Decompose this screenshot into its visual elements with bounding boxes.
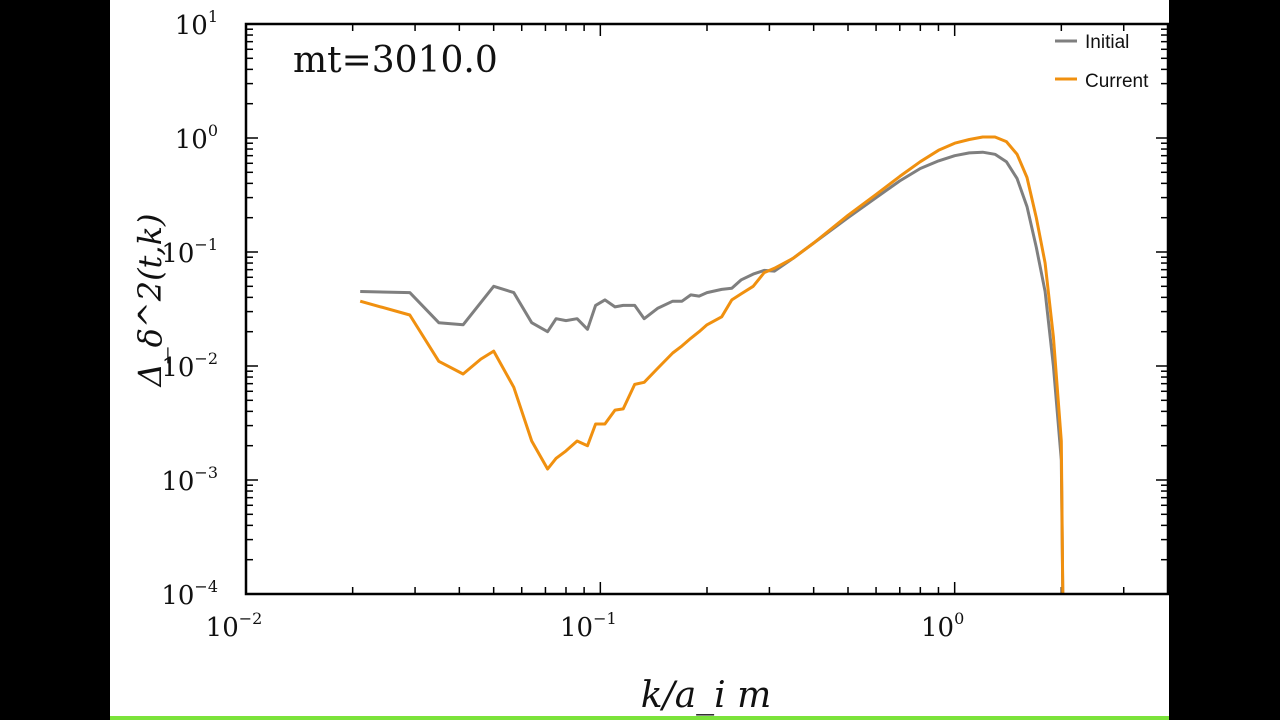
annotation-time: mt=3010.0 xyxy=(293,40,498,81)
y-tick-label: 101 xyxy=(175,7,218,41)
y-tick-label: 100 xyxy=(175,121,218,155)
x-tick-label: 100 xyxy=(921,609,964,643)
y-axis-label: Δ_δ^2(t,k) xyxy=(131,214,169,389)
x-tick-labels: 10−2 10−1 100 xyxy=(206,609,965,643)
y-tick-label: 10−1 xyxy=(161,235,218,269)
series-line-current xyxy=(359,135,1065,594)
bottom-edge-line xyxy=(110,716,1169,720)
legend: Initial Current xyxy=(1055,32,1149,92)
legend-label-initial: Initial xyxy=(1085,32,1129,53)
y-tick-labels: 101 100 10−1 10−2 10−3 10−4 xyxy=(161,7,218,611)
y-tick-label: 10−2 xyxy=(161,349,218,383)
plot-frame xyxy=(244,22,1170,596)
series-line-initial xyxy=(360,150,1065,594)
x-axis-label: k/a_i m xyxy=(641,675,772,716)
x-tick-label: 10−1 xyxy=(560,609,617,643)
legend-label-current: Current xyxy=(1085,71,1149,92)
x-tick-label: 10−2 xyxy=(206,609,263,643)
y-tick-label: 10−3 xyxy=(161,463,218,497)
y-tick-label: 10−4 xyxy=(161,577,218,611)
plot-background xyxy=(110,0,1169,720)
